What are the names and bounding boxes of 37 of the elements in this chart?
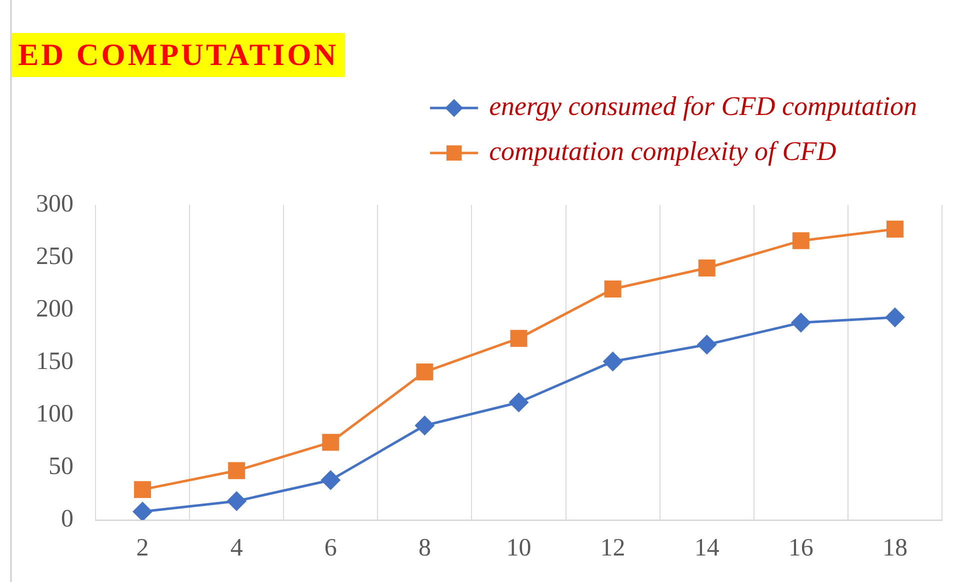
x-tick-label: 16 — [788, 534, 814, 562]
x-tick-label: 8 — [418, 534, 431, 562]
point — [604, 280, 622, 298]
y-tick-label: 50 — [48, 453, 74, 480]
y-tick-label: 200 — [36, 296, 74, 323]
x-tick-label: 18 — [882, 534, 908, 562]
point — [226, 491, 247, 512]
point — [698, 260, 716, 276]
x-tick-label: 4 — [230, 534, 244, 562]
x-tick-label: 12 — [600, 534, 626, 562]
point — [886, 220, 904, 238]
point — [416, 363, 434, 380]
point — [322, 434, 340, 451]
y-tick-label: 150 — [36, 348, 74, 376]
legend-label: energy consumed for CFD computation — [489, 91, 918, 122]
point — [602, 351, 623, 372]
x-tick-label: 6 — [324, 534, 337, 562]
point — [134, 481, 152, 498]
point — [508, 392, 529, 412]
point — [884, 307, 905, 328]
point — [320, 470, 341, 490]
point — [414, 416, 435, 436]
chart-title: ED COMPUTATION — [18, 37, 339, 72]
y-tick-label: 100 — [36, 400, 74, 428]
point — [790, 312, 811, 333]
point — [792, 232, 810, 250]
legend-label: computation complexity of CFD — [489, 136, 837, 166]
x-tick-label: 10 — [506, 534, 532, 562]
x-tick-label: 14 — [694, 534, 720, 562]
y-tick-label: 300 — [36, 190, 74, 218]
point — [696, 334, 717, 355]
x-tick-label: 2 — [136, 534, 149, 562]
y-tick-label: 250 — [36, 243, 74, 270]
point — [228, 462, 246, 480]
point — [510, 330, 528, 347]
y-tick-label: 0 — [61, 506, 74, 533]
point — [132, 502, 153, 520]
